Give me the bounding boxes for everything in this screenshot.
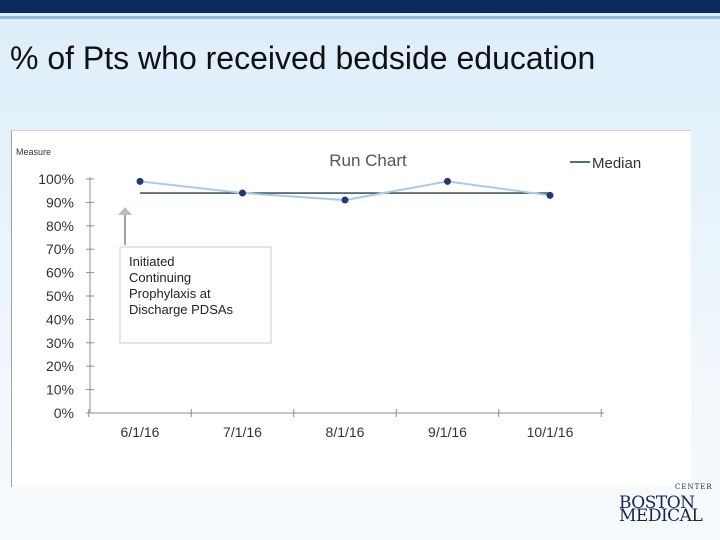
y-tick-label: 90% — [46, 194, 74, 210]
logo-line-1: BOSTON — [619, 493, 695, 513]
data-point — [239, 189, 246, 197]
y-tick-label: 10% — [46, 382, 74, 398]
annotation-box — [119, 246, 272, 344]
y-tick-label: 100% — [38, 171, 74, 187]
top-banner-bar — [0, 0, 720, 13]
data-point — [444, 177, 451, 185]
y-tick-label: 30% — [46, 335, 74, 351]
x-tick-label: 10/1/16 — [527, 424, 574, 440]
logo-line-2: MEDICAL — [619, 506, 703, 526]
annotation-text-line: Prophylaxis at — [129, 286, 211, 301]
top-accent-rule — [0, 16, 720, 19]
chart-title: Run Chart — [329, 151, 407, 170]
annotation-text-line: Continuing — [129, 270, 191, 285]
y-tick-label: 70% — [46, 241, 74, 257]
data-point — [546, 191, 554, 199]
logo-arc-text: CENTER — [675, 483, 713, 491]
legend-median-label: Median — [592, 155, 641, 172]
run-chart: Measure Run Chart Median 100% 90% 80% 70% 60% 50… — [16, 147, 641, 440]
y-tick-label: 60% — [46, 265, 74, 281]
y-tick-label: 40% — [46, 311, 74, 327]
x-tick-label: 9/1/16 — [428, 424, 467, 440]
data-point — [341, 196, 349, 204]
x-tick-label: 8/1/16 — [326, 424, 365, 440]
y-tick-label: 50% — [46, 288, 74, 304]
boston-medical-logo: CENTER BOSTON MEDICAL — [617, 483, 712, 527]
y-tick-label: 80% — [46, 218, 74, 234]
annotation-arrow-head — [118, 207, 132, 215]
y-axis-label: Measure — [16, 147, 51, 157]
annotation-text-line: Discharge PDSAs — [129, 302, 234, 317]
x-tick-label: 6/1/16 — [121, 424, 160, 440]
x-tick-label: 7/1/16 — [223, 424, 262, 440]
y-tick-label: 0% — [54, 405, 74, 421]
chart-panel: Measure Run Chart Median 100% 90% 80% 70% 60% 50… — [11, 130, 691, 487]
data-point — [136, 177, 144, 185]
y-tick-label: 20% — [46, 358, 74, 374]
slide-title: % of Pts who received bedside education — [10, 40, 596, 76]
annotation-text-line: Initiated — [129, 254, 175, 269]
